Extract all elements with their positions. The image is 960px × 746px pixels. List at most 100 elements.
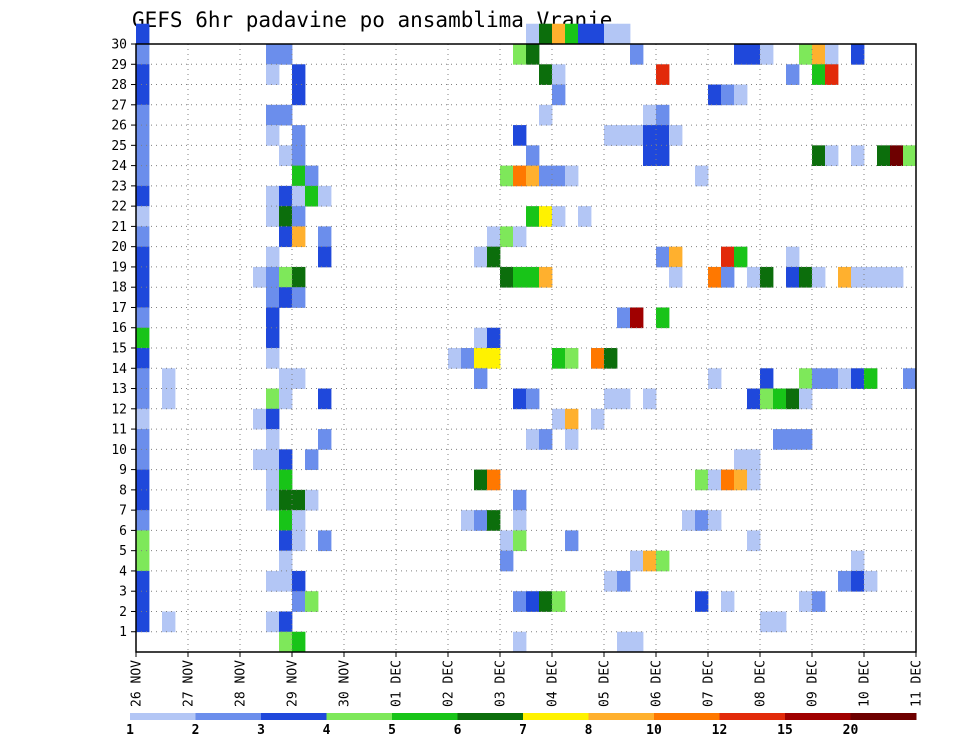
heatmap-cell [279,570,293,592]
heatmap-cell [825,64,839,85]
y-tick-label: 28 [111,78,127,93]
x-tick-label: 06 DEC [650,660,665,707]
heatmap-cell [513,591,527,612]
heatmap-cell [539,591,553,612]
x-tick-label: 30 NOV [338,660,353,707]
heatmap-cell [799,429,813,450]
legend-swatch [392,713,458,720]
heatmap-cell [513,44,527,65]
heatmap-cell [526,388,540,410]
heatmap-cell [643,125,657,146]
heatmap-cell [695,469,709,491]
heatmap-cell [136,64,150,85]
y-tick-label: 11 [111,423,127,438]
heatmap-cell [279,489,293,511]
heatmap-cell [292,165,306,187]
heatmap-cell [669,125,683,146]
heatmap-cell [136,348,150,369]
legend-swatch [261,713,327,720]
heatmap-cell [656,550,670,572]
heatmap-cell [136,44,150,65]
heatmap-cell [851,145,865,166]
x-tick-label: 01 DEC [390,660,405,707]
heatmap-cell [565,530,579,552]
x-tick-label: 11 DEC [910,660,925,707]
heatmap-cell [292,631,306,653]
heatmap-cell [773,388,787,410]
y-tick-label: 22 [111,200,127,215]
heatmap-cell [266,44,280,65]
heatmap-cell [487,469,501,491]
x-tick-label: 03 DEC [494,660,509,707]
heatmap-cell [643,388,657,410]
grid-lines [136,44,916,652]
heatmap-cell [851,44,865,65]
heatmap-cell [604,23,618,45]
heatmap-cell [136,591,150,612]
heatmap-cell [851,266,865,288]
heatmap-cell [474,246,488,268]
heatmap-cell [136,327,150,349]
legend-label: 10 [646,723,662,738]
heatmap-cell [266,611,280,633]
y-tick-label: 10 [111,443,127,458]
heatmap-cell [786,246,800,268]
heatmap-cell [799,388,813,410]
heatmap-cell [136,530,150,552]
y-tick-label: 9 [119,463,127,478]
heatmap-cell [253,449,267,470]
heatmap-cell [266,469,280,491]
heatmap-cell [708,266,722,288]
y-tick-label: 21 [111,220,127,235]
heatmap-cell [474,327,488,349]
heatmap-cell [136,408,150,430]
heatmap-cell [630,44,644,65]
legend-swatch [785,713,851,720]
heatmap-cell [812,64,826,85]
heatmap-cell [578,23,592,45]
heatmap-cell [799,266,813,288]
heatmap-cell [461,348,475,369]
heatmap-cell [266,307,280,329]
heatmap-cell [292,368,306,389]
heatmap-cell [617,388,631,410]
heatmap-cell [266,489,280,511]
heatmap-cell [305,449,319,470]
heatmap-cell [656,64,670,85]
heatmap-cell [266,64,280,85]
heatmap-cell [734,44,748,65]
heatmap-cell [812,266,826,288]
heatmap-cell [305,489,319,511]
heatmap-cell [630,125,644,146]
y-tick-label: 3 [119,585,127,600]
y-tick-label: 15 [111,342,127,357]
heatmap-cell [877,266,891,288]
heatmap-cell [552,165,566,187]
y-tick-label: 18 [111,281,127,296]
heatmap-cell [617,307,631,329]
y-tick-label: 1 [119,625,127,640]
heatmap-cell [526,206,540,227]
heatmap-cell [279,469,293,491]
heatmap-cell [825,44,839,65]
heatmap-cell [812,368,826,389]
legend-label: 15 [777,723,793,738]
heatmap-cell [266,449,280,470]
heatmap-cell [604,348,618,369]
heatmap-cell [279,449,293,470]
y-axis: 1234567891011121314151617181920212223242… [111,38,136,640]
y-tick-label: 23 [111,179,127,194]
x-tick-label: 09 DEC [806,660,821,707]
x-tick-label: 28 NOV [234,660,249,707]
heatmap-cell [552,591,566,612]
heatmap-cell [292,206,306,227]
heatmap-cell [786,64,800,85]
heatmap-cell [630,550,644,572]
heatmap-cell [656,246,670,268]
heatmap-cell [500,550,514,572]
heatmap-cell [747,469,761,491]
heatmap-cell [825,368,839,389]
heatmap-cell [266,246,280,268]
heatmap-cell [799,591,813,612]
